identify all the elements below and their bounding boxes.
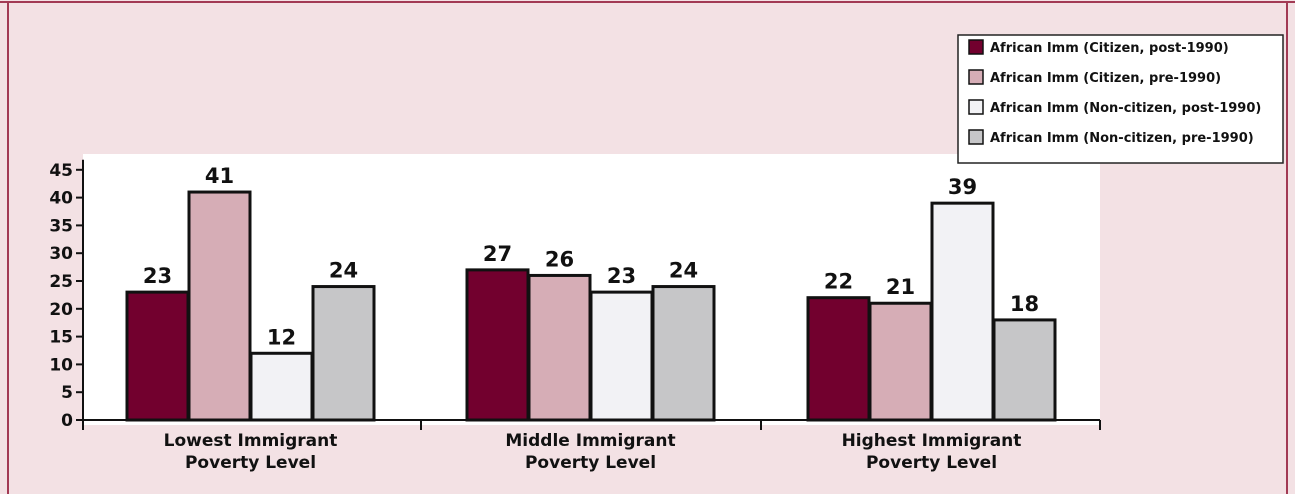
bar xyxy=(125,290,190,422)
category-label: Highest Immigrant Poverty Level xyxy=(842,431,1022,473)
y-tick-label: 35 xyxy=(49,216,73,236)
data-labels: 23 41 12 24 27 26 23 24 22 21 39 18 xyxy=(143,164,1039,349)
category-label: Middle Immigrant Poverty Level xyxy=(505,431,675,473)
data-label: 24 xyxy=(669,259,698,283)
data-label: 39 xyxy=(948,175,977,199)
bar xyxy=(527,273,592,422)
legend-label: African Imm (Non-citizen, post-1990) xyxy=(990,101,1261,116)
legend-box xyxy=(957,34,1284,164)
data-label: 27 xyxy=(483,242,512,266)
category-label-line: Middle Immigrant xyxy=(505,431,675,451)
y-tick-label: 0 xyxy=(61,411,73,431)
data-label: 23 xyxy=(607,264,636,288)
y-tick-label: 30 xyxy=(49,244,73,264)
y-tick-label: 15 xyxy=(49,328,73,348)
legend-swatch xyxy=(968,99,984,115)
category-label-line: Poverty Level xyxy=(185,453,316,473)
data-label: 41 xyxy=(205,164,234,188)
bar xyxy=(806,296,871,422)
legend-label: African Imm (Citizen, post-1990) xyxy=(990,41,1229,56)
data-label: 12 xyxy=(267,325,296,349)
bar xyxy=(187,190,252,422)
data-label: 22 xyxy=(824,270,853,294)
category-label-line: Poverty Level xyxy=(866,453,997,473)
data-label: 24 xyxy=(329,259,358,283)
y-tick-label: 20 xyxy=(49,300,73,320)
bar xyxy=(651,285,716,422)
data-label: 21 xyxy=(886,275,915,299)
category-label-line: Lowest Immigrant xyxy=(164,431,338,451)
category-label-line: Poverty Level xyxy=(525,453,656,473)
legend-swatch xyxy=(968,39,984,55)
y-tick-label: 40 xyxy=(49,189,73,209)
category-label-line: Highest Immigrant xyxy=(842,431,1022,451)
bar xyxy=(589,290,654,422)
axes: 0 5 10 15 20 25 30 35 40 45 xyxy=(49,159,1101,431)
y-tick-label: 5 xyxy=(61,383,73,403)
y-tick-label: 45 xyxy=(49,161,73,181)
bar xyxy=(249,351,314,422)
data-label: 23 xyxy=(143,264,172,288)
bar xyxy=(465,268,530,422)
legend: African Imm (Citizen, post-1990) African … xyxy=(957,34,1284,164)
bar xyxy=(992,318,1057,422)
data-label: 18 xyxy=(1010,292,1039,316)
y-tick-label: 25 xyxy=(49,272,73,292)
y-tick-label: 10 xyxy=(49,355,73,375)
bar xyxy=(311,285,376,422)
data-label: 26 xyxy=(545,247,574,271)
category-label: Lowest Immigrant Poverty Level xyxy=(164,431,338,473)
bar xyxy=(868,301,933,422)
legend-swatch xyxy=(968,129,984,145)
legend-label: African Imm (Non-citizen, pre-1990) xyxy=(990,131,1254,146)
bar xyxy=(930,201,995,422)
legend-swatch xyxy=(968,69,984,85)
legend-label: African Imm (Citizen, pre-1990) xyxy=(990,71,1221,86)
bars xyxy=(125,190,1057,422)
